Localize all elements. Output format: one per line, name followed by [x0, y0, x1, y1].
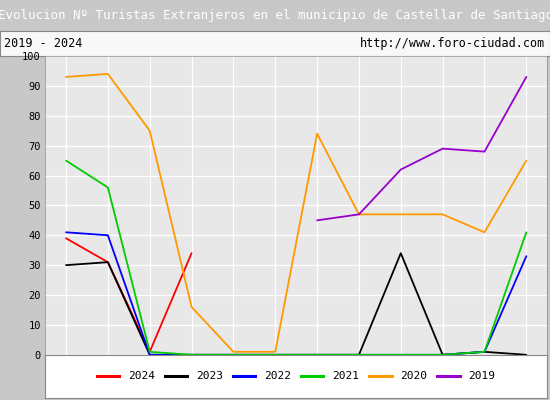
Legend: 2024, 2023, 2022, 2021, 2020, 2019: 2024, 2023, 2022, 2021, 2020, 2019	[92, 367, 500, 386]
Text: Evolucion Nº Turistas Extranjeros en el municipio de Castellar de Santiago: Evolucion Nº Turistas Extranjeros en el …	[0, 9, 550, 22]
Text: http://www.foro-ciudad.com: http://www.foro-ciudad.com	[360, 37, 546, 50]
Text: 2019 - 2024: 2019 - 2024	[4, 37, 83, 50]
